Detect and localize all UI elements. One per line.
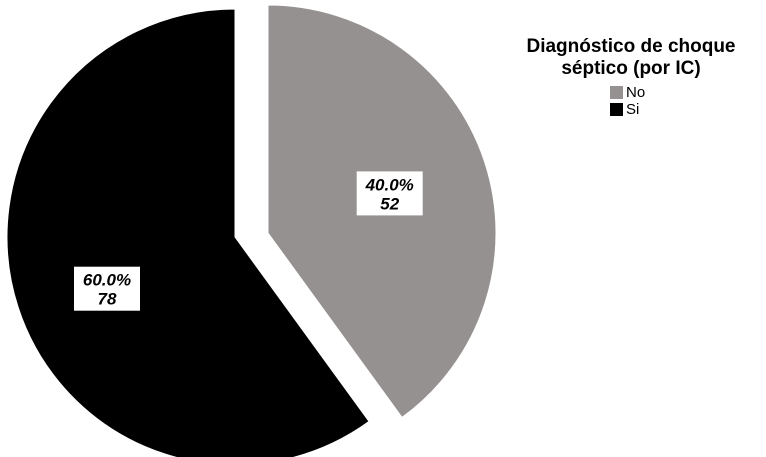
slice-count-label-si: 78 xyxy=(98,290,117,309)
legend-title: Diagnóstico de choque séptico (por IC) xyxy=(526,36,736,79)
legend-item-no: No xyxy=(610,84,766,101)
slice-label-si: 60.0%78 xyxy=(74,266,140,311)
legend-swatch-si xyxy=(610,103,623,116)
slice-count-label-no: 52 xyxy=(380,194,399,213)
legend-item-si: Si xyxy=(610,101,766,118)
slice-label-no: 40.0%52 xyxy=(356,171,423,216)
legend: Diagnóstico de choque séptico (por IC) N… xyxy=(496,36,766,118)
slice-label-box-si xyxy=(74,266,140,311)
slice-percent-label-no: 40.0% xyxy=(365,175,414,194)
legend-label-si: Si xyxy=(626,101,640,118)
slice-label-box-no xyxy=(356,171,423,216)
legend-swatch-no xyxy=(610,86,623,99)
pie-slice-si xyxy=(6,8,370,457)
slice-percent-label-si: 60.0% xyxy=(83,271,131,290)
legend-label-no: No xyxy=(626,84,646,101)
